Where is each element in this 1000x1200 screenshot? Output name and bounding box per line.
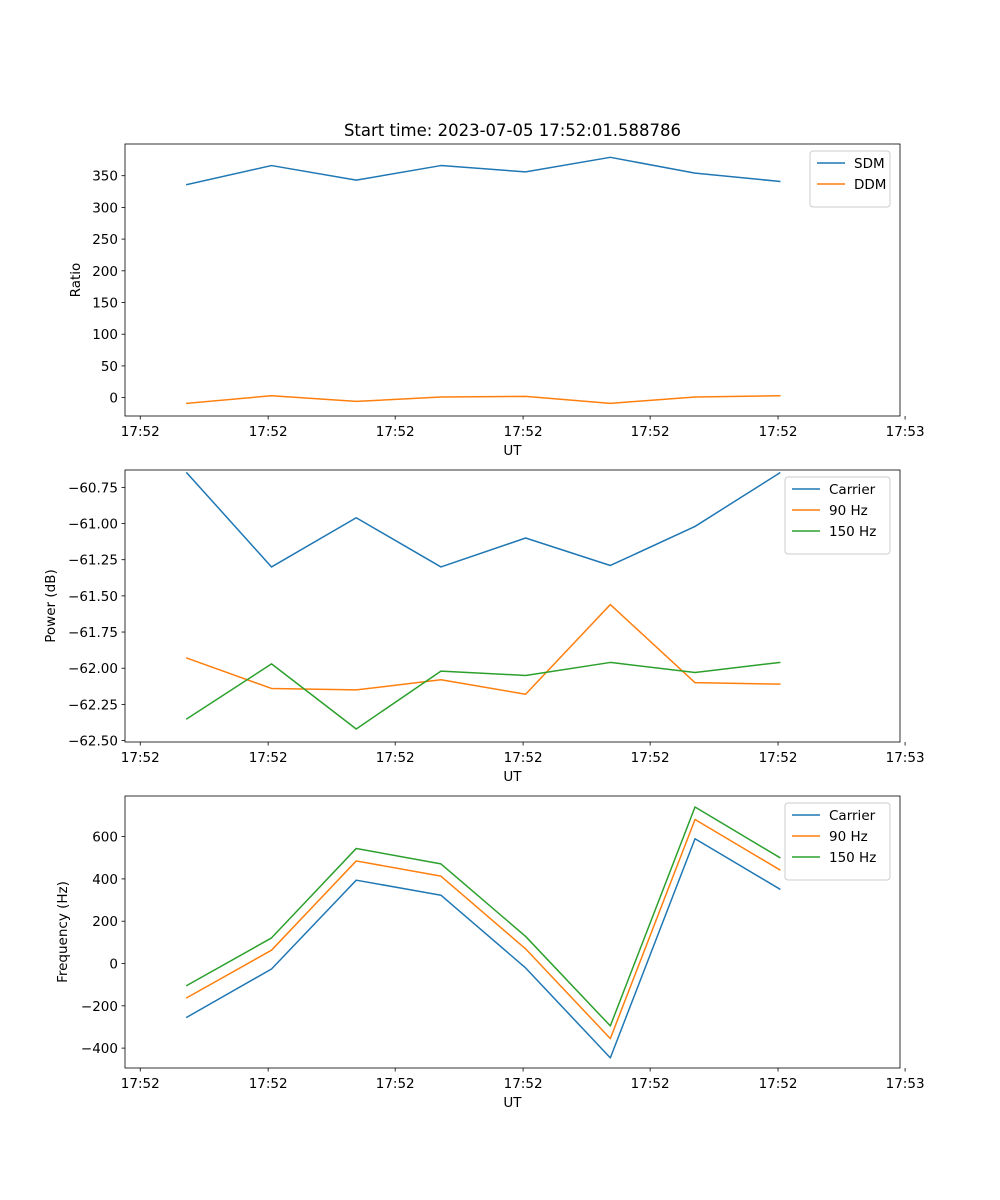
y-tick-label: 200 [92,264,118,280]
x-tick-label: 17:52 [631,424,670,440]
y-tick-label: −200 [81,999,118,1015]
legend-box [784,476,891,555]
y-tick-label: 600 [92,830,118,846]
chart-1: 0 50 100 150 200 250 300 350 17:52 17:52 17:52 17:5… [68,143,925,459]
y-tick-label: −62.50 [68,734,118,750]
chart-2: −62.50 −62.25 −62.00 −61.75 −61.50 −61.25 −61.… [43,469,925,785]
axes-frame [124,795,901,1069]
figure-title: Start time: 2023-07-05 17:52:01.588786 [344,121,681,140]
x-tick-label: 17:52 [121,750,160,766]
y-tick-label: −62.00 [68,661,118,677]
x-tick-label: 17:52 [376,1076,415,1092]
legend-label: 90 Hz [829,829,868,845]
x-tick-label: 17:52 [376,424,415,440]
y-tick-label: 0 [109,391,118,407]
legend-label: 150 Hz [829,850,876,866]
axes-frame [124,143,901,417]
legend-box [809,150,891,208]
legend-box [784,802,891,881]
y-tick-label: 50 [101,359,118,375]
x-tick-label: 17:52 [631,750,670,766]
legend-label: 150 Hz [829,524,876,540]
x-axis-label: UT [503,443,522,459]
y-tick-label: 100 [92,327,118,343]
axes-frame [124,469,901,743]
y-axis-label: Ratio [68,263,84,298]
series-line-150-hz [185,806,781,1027]
y-tick-label: 200 [92,914,118,930]
y-tick-label: −60.75 [68,480,118,496]
x-tick-label: 17:52 [759,1076,798,1092]
series-line-90-hz [185,603,781,696]
y-tick-label: 350 [92,169,118,185]
x-tick-label: 17:53 [886,750,925,766]
x-tick-label: 17:52 [759,750,798,766]
y-tick-label: −61.00 [68,517,118,533]
series-line-carrier [185,837,781,1059]
x-tick-label: 17:52 [504,750,543,766]
x-tick-label: 17:52 [121,424,160,440]
y-tick-label: −61.50 [68,589,118,605]
x-tick-label: 17:52 [504,1076,543,1092]
x-axis-label: UT [503,769,522,785]
y-tick-label: 300 [92,200,118,216]
legend-label: SDM [854,156,885,172]
y-tick-label: −61.25 [68,553,118,569]
series-line-90-hz [185,818,781,1040]
x-tick-label: 17:52 [249,750,288,766]
series-line-150-hz [185,661,781,730]
y-tick-label: 150 [92,296,118,312]
x-tick-label: 17:52 [631,1076,670,1092]
plots-container: 0 50 100 150 200 250 300 350 17:52 17:52 17:52 17:5… [43,143,925,1111]
y-tick-label: −61.75 [68,625,118,641]
x-tick-label: 17:53 [886,1076,925,1092]
x-tick-label: 17:52 [376,750,415,766]
x-tick-label: 17:52 [504,424,543,440]
legend-label: DDM [854,177,886,193]
x-tick-label: 17:52 [759,424,798,440]
y-tick-label: −400 [81,1041,118,1057]
y-axis-label: Frequency (Hz) [55,881,71,983]
x-tick-label: 17:52 [249,424,288,440]
legend-label: Carrier [829,808,876,824]
legend-label: 90 Hz [829,503,868,519]
x-tick-label: 17:52 [121,1076,160,1092]
series-line-ddm [186,394,781,405]
x-axis-label: UT [503,1095,522,1111]
series-line-carrier [185,471,781,568]
y-tick-label: 0 [109,957,118,973]
legend-label: Carrier [829,482,876,498]
y-axis-label: Power (dB) [43,569,59,642]
series-line-sdm [185,156,781,186]
x-tick-label: 17:53 [886,424,925,440]
chart-3: −400 −200 0 200 400 600 17:52 17:52 17:52 17:52 17… [55,795,925,1111]
y-tick-label: 400 [92,872,118,888]
x-tick-label: 17:52 [249,1076,288,1092]
y-tick-label: −62.25 [68,697,118,713]
y-tick-label: 250 [92,232,118,248]
